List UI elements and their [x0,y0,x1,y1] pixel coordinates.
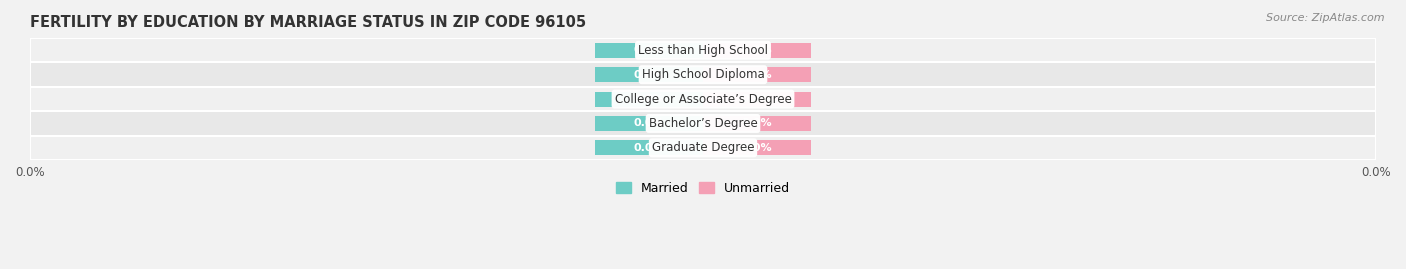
Text: 0.0%: 0.0% [741,94,772,104]
Bar [30,38,1376,62]
Bar [703,91,811,107]
Text: College or Associate’s Degree: College or Associate’s Degree [614,93,792,105]
Text: 0.0%: 0.0% [634,70,665,80]
Bar [30,62,1376,87]
Bar [30,111,1376,136]
Bar [595,67,703,82]
Bar [703,140,811,155]
Text: FERTILITY BY EDUCATION BY MARRIAGE STATUS IN ZIP CODE 96105: FERTILITY BY EDUCATION BY MARRIAGE STATU… [30,15,586,30]
Bar [703,67,811,82]
Text: Source: ZipAtlas.com: Source: ZipAtlas.com [1267,13,1385,23]
Bar [595,140,703,155]
Text: 0.0%: 0.0% [741,143,772,153]
Text: High School Diploma: High School Diploma [641,68,765,81]
Text: 0.0%: 0.0% [634,118,665,129]
Text: Bachelor’s Degree: Bachelor’s Degree [648,117,758,130]
Bar [595,43,703,58]
Text: 0.0%: 0.0% [634,94,665,104]
Bar [703,116,811,131]
Bar [30,136,1376,160]
Bar [595,91,703,107]
Text: 0.0%: 0.0% [741,45,772,55]
Text: 0.0%: 0.0% [634,143,665,153]
Text: 0.0%: 0.0% [741,118,772,129]
Text: Less than High School: Less than High School [638,44,768,57]
Text: Graduate Degree: Graduate Degree [652,141,754,154]
Text: 0.0%: 0.0% [634,45,665,55]
Bar [595,116,703,131]
Bar [703,43,811,58]
Bar [30,87,1376,111]
Text: 0.0%: 0.0% [741,70,772,80]
Legend: Married, Unmarried: Married, Unmarried [612,177,794,200]
